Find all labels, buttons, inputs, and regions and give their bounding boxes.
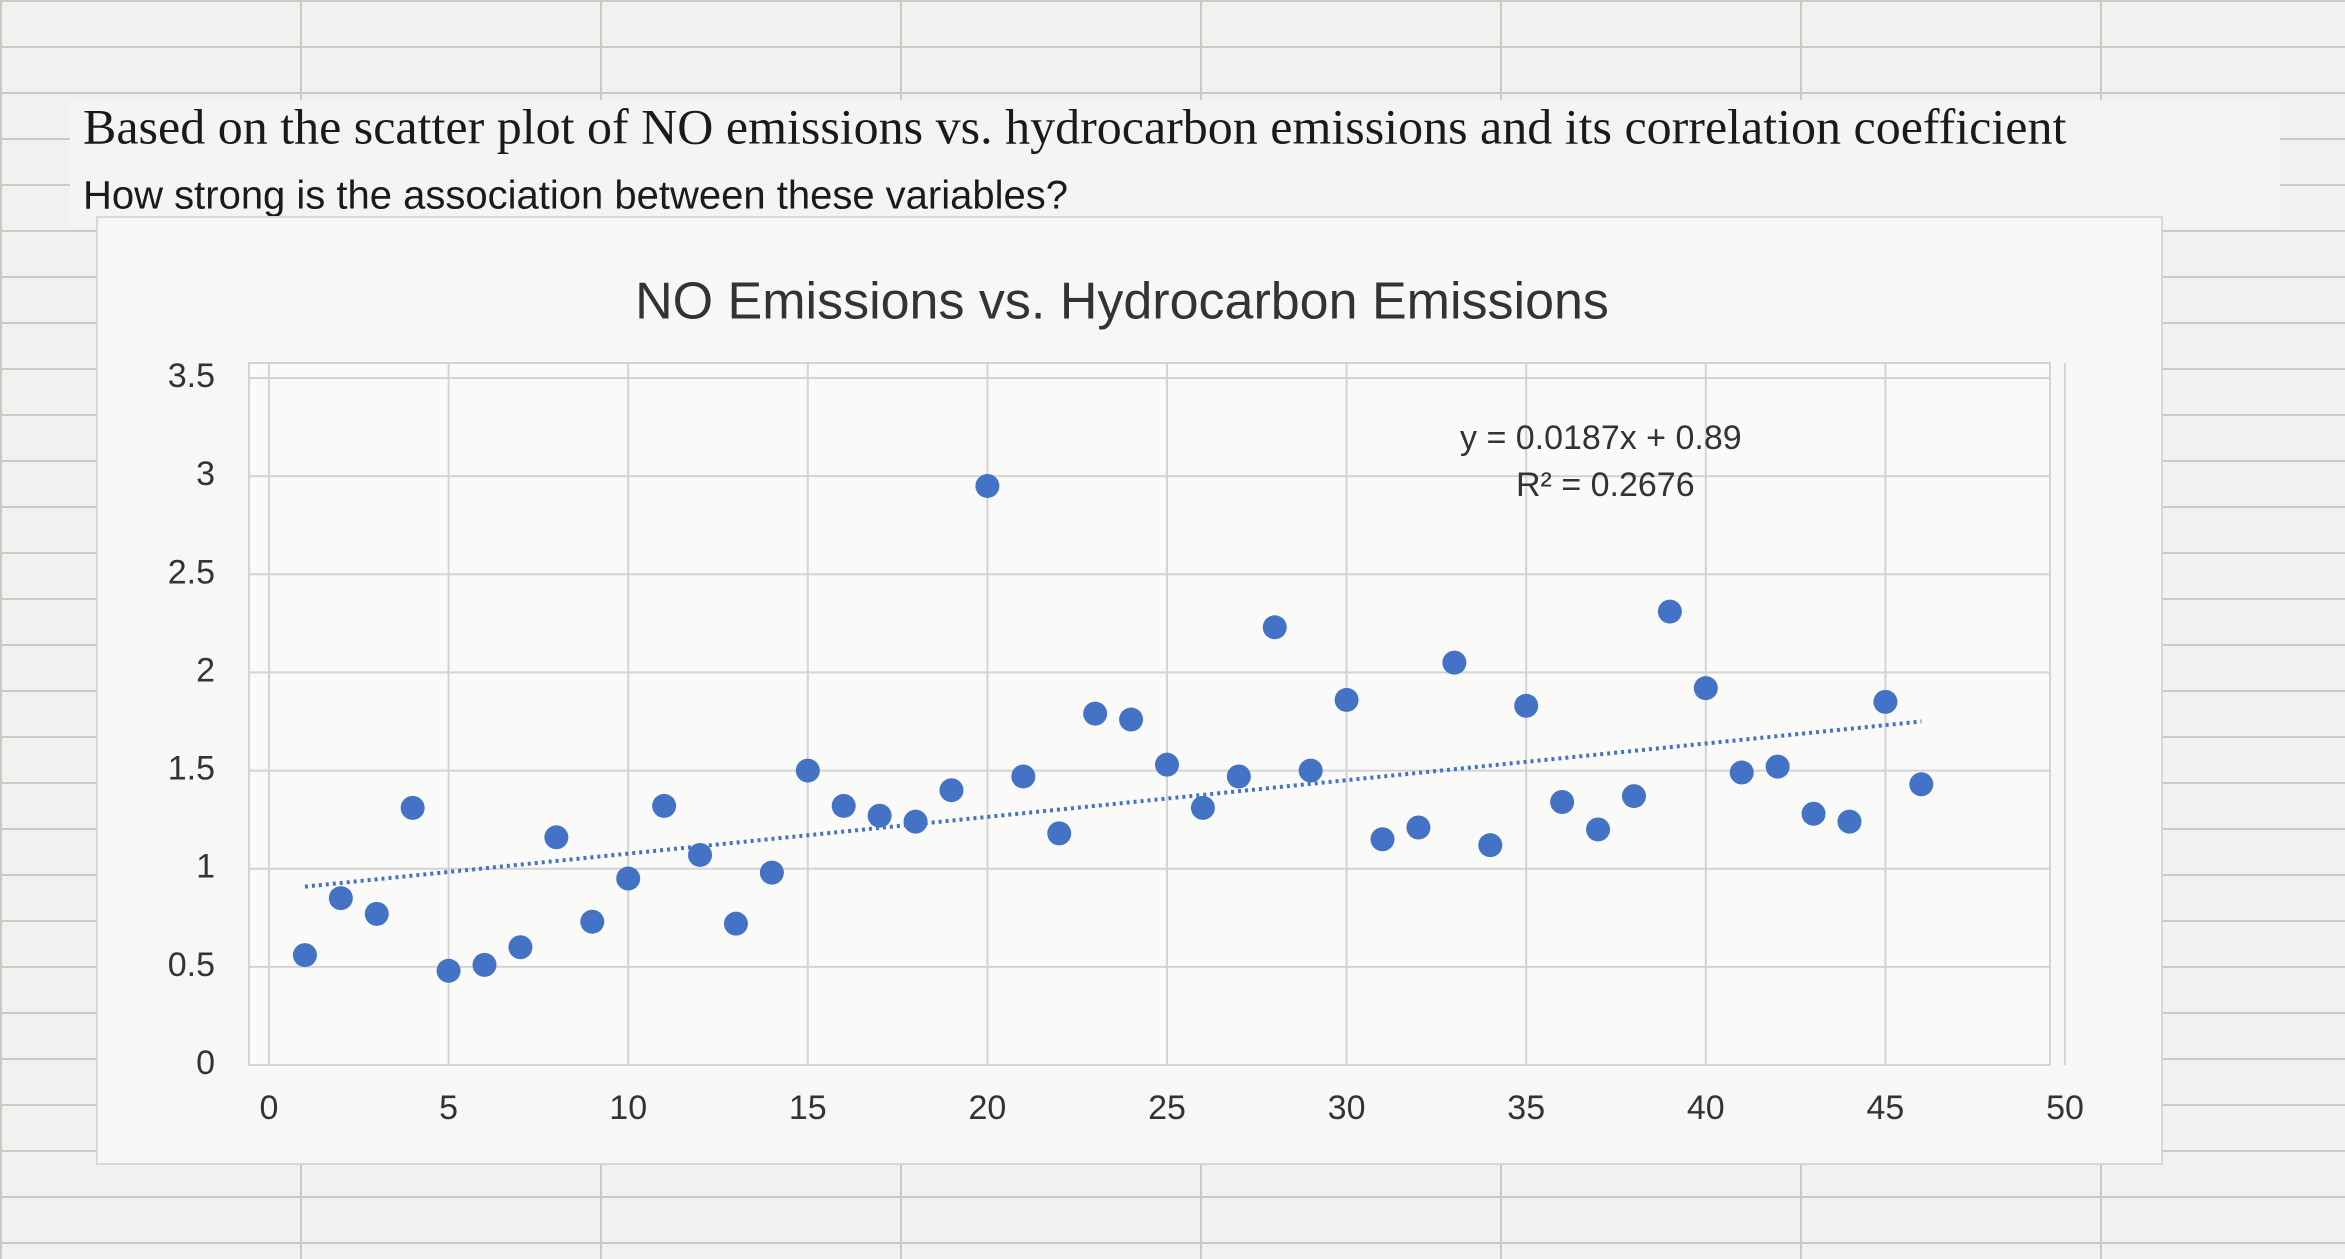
point xyxy=(1047,821,1072,846)
point xyxy=(1873,689,1898,714)
point xyxy=(1190,795,1215,820)
question-title: Based on the scatter plot of NO emission… xyxy=(83,98,2066,154)
point xyxy=(652,793,677,818)
x-tick-label: 0 xyxy=(260,1089,279,1127)
y-tick-label: 2.5 xyxy=(168,553,215,591)
point xyxy=(1083,701,1108,726)
point xyxy=(903,809,928,834)
point xyxy=(1514,693,1539,718)
point xyxy=(1765,754,1790,779)
y-tick-label: 3.5 xyxy=(168,357,215,395)
y-tick-label: 2 xyxy=(196,651,215,689)
point xyxy=(795,758,820,783)
point xyxy=(1586,817,1611,842)
point xyxy=(1909,772,1934,797)
point xyxy=(759,860,784,885)
point xyxy=(580,909,605,934)
question-band xyxy=(70,100,2280,225)
y-tick-label: 0.5 xyxy=(168,946,215,984)
y-tick-label: 1 xyxy=(196,848,215,886)
point xyxy=(616,866,641,891)
x-tick-label: 25 xyxy=(1148,1089,1186,1127)
point xyxy=(1478,833,1503,858)
x-tick-label: 15 xyxy=(789,1089,827,1127)
point xyxy=(1406,815,1431,840)
point xyxy=(1155,752,1179,777)
point xyxy=(1262,615,1287,640)
point xyxy=(975,473,1000,498)
point xyxy=(723,911,748,936)
point xyxy=(1657,599,1682,624)
point xyxy=(1442,650,1467,675)
point xyxy=(688,842,713,867)
point xyxy=(436,958,461,983)
point xyxy=(831,793,856,818)
point xyxy=(1334,687,1359,712)
chart-title: NO Emissions vs. Hydrocarbon Emissions xyxy=(635,273,1609,331)
point xyxy=(400,795,425,820)
point xyxy=(544,825,569,850)
point xyxy=(1837,809,1862,834)
point xyxy=(1729,760,1754,785)
point xyxy=(1298,758,1323,783)
point xyxy=(508,935,533,960)
point xyxy=(472,952,497,977)
x-tick-label: 50 xyxy=(2046,1089,2084,1127)
point xyxy=(1693,676,1718,701)
point xyxy=(1550,789,1575,814)
x-tick-label: 35 xyxy=(1507,1089,1545,1127)
point xyxy=(1370,827,1395,852)
point xyxy=(1621,784,1646,809)
point xyxy=(364,901,389,926)
point xyxy=(939,778,964,803)
point xyxy=(292,943,317,968)
point xyxy=(1801,801,1826,826)
trend-equation: y = 0.0187x + 0.89 xyxy=(1460,419,1742,457)
point xyxy=(867,803,892,828)
y-tick-label: 3 xyxy=(196,455,215,493)
point xyxy=(1011,764,1036,789)
x-tick-label: 45 xyxy=(1866,1089,1904,1127)
x-tick-label: 5 xyxy=(439,1089,458,1127)
x-tick-label: 20 xyxy=(968,1089,1006,1127)
point xyxy=(328,886,353,911)
question-prompt: How strong is the association between th… xyxy=(83,174,1068,218)
plot-area xyxy=(248,362,2051,1066)
trend-r-squared: R² = 0.2676 xyxy=(1516,466,1695,504)
y-tick-label: 0 xyxy=(196,1044,215,1082)
trendline xyxy=(304,719,1922,889)
x-tick-label: 30 xyxy=(1328,1089,1366,1127)
y-tick-label: 1.5 xyxy=(168,750,215,788)
x-tick-label: 40 xyxy=(1687,1089,1725,1127)
x-tick-label: 10 xyxy=(609,1089,647,1127)
point xyxy=(1119,707,1144,732)
point xyxy=(1226,764,1251,789)
